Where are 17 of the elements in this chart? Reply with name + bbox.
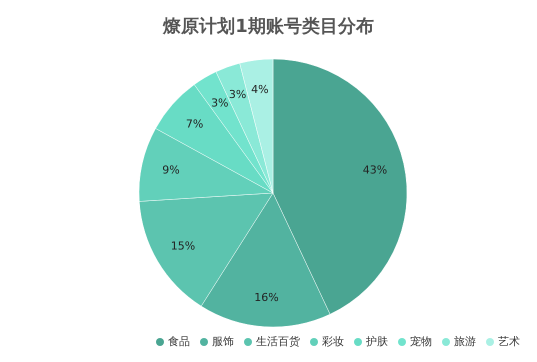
legend-label: 艺术 xyxy=(498,334,520,349)
data-label: 3% xyxy=(228,88,246,102)
data-label: 16% xyxy=(254,290,279,304)
legend-label: 食品 xyxy=(168,334,190,349)
legend-label: 彩妆 xyxy=(322,334,344,349)
data-label: 4% xyxy=(251,82,269,96)
legend-label: 宠物 xyxy=(410,334,432,349)
legend-label: 服饰 xyxy=(212,334,234,349)
legend-label: 旅游 xyxy=(454,334,476,349)
data-label: 15% xyxy=(170,240,196,253)
legend-label: 生活百货 xyxy=(256,334,300,349)
legend-label: 护肤 xyxy=(366,334,388,349)
chart-title: 燎原计划1期账号类目分布 xyxy=(162,15,375,39)
data-label: 9% xyxy=(162,164,180,177)
data-label: 7% xyxy=(186,117,204,130)
data-label: 43% xyxy=(362,164,388,177)
data-label: 3% xyxy=(211,96,229,110)
